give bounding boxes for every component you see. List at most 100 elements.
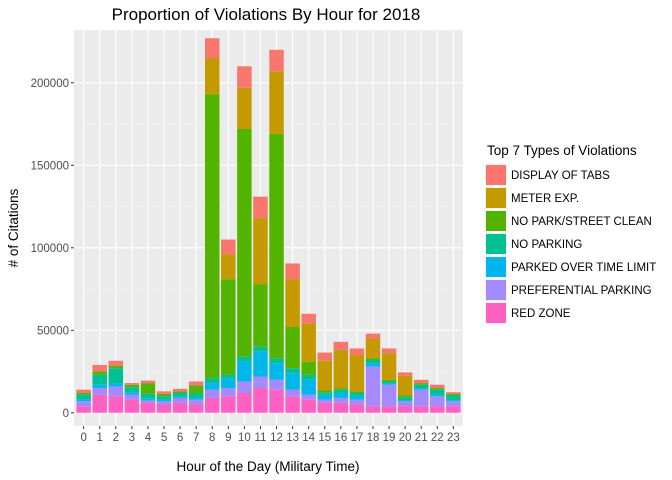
x-tick-label: 12: [270, 432, 283, 444]
bar-segment: [430, 394, 445, 397]
bar-segment: [237, 393, 252, 413]
x-tick-label: 11: [254, 432, 266, 444]
bar-segment: [156, 404, 172, 413]
bar-segment: [333, 350, 349, 389]
bar-segment: [205, 58, 220, 95]
bar-segment: [92, 364, 107, 372]
y-axis-title: # of Citations: [6, 188, 21, 267]
bar-segment: [221, 396, 236, 413]
bar-segment: [349, 404, 365, 413]
bar-segment: [205, 378, 220, 384]
bar-segment: [237, 129, 252, 357]
bar-segment: [446, 392, 461, 394]
legend-key: [486, 165, 506, 185]
legend-label: PARKED OVER TIME LIMIT: [511, 262, 656, 274]
x-tick-label: 5: [161, 432, 167, 444]
bar-segment: [205, 397, 220, 413]
x-tick-label: 16: [334, 432, 347, 444]
legend-label: PREFERENTIAL PARKING: [511, 285, 652, 297]
x-tick-label: 4: [145, 432, 152, 444]
x-axis-title: Hour of the Day (Military Time): [176, 459, 359, 474]
chart-title: Proportion of Violations By Hour for 201…: [112, 5, 421, 24]
bar-segment: [156, 396, 172, 400]
bar-segment: [333, 341, 349, 351]
x-tick-label: 1: [97, 432, 103, 444]
bar-segment: [124, 387, 140, 393]
bar-segment: [253, 218, 268, 285]
bar-segment: [349, 348, 365, 356]
bar-segment: [140, 383, 156, 394]
x-tick-label: 8: [209, 432, 215, 444]
x-tick-label: 9: [225, 432, 231, 444]
bar-segment: [76, 399, 91, 402]
bar-segment: [108, 383, 124, 387]
bar-segment: [301, 399, 316, 413]
bar-segment: [301, 379, 316, 395]
bar-segment: [221, 239, 236, 255]
legend-label: METER EXP.: [511, 193, 579, 205]
bar-segment: [413, 406, 429, 413]
bar-segment: [140, 400, 156, 403]
x-tick-label: 15: [318, 432, 331, 444]
bar-segment: [397, 401, 413, 407]
bar-segment: [430, 406, 445, 413]
x-tick-label: 6: [177, 432, 183, 444]
x-tick-label: 20: [399, 432, 412, 444]
bar-segment: [381, 381, 397, 384]
bar-segment: [397, 397, 413, 401]
bar-segment: [365, 363, 381, 367]
x-tick-label: 0: [80, 432, 86, 444]
legend-label: DISPLAY OF TABS: [511, 170, 610, 182]
x-tick-label: 23: [447, 432, 460, 444]
bar-segment: [397, 406, 413, 413]
bar-segment: [221, 374, 236, 379]
bar-segment: [430, 388, 445, 390]
bar-segment: [76, 394, 91, 400]
bar-segment: [365, 406, 381, 413]
bar-segment: [317, 352, 332, 361]
bar-segment: [221, 378, 236, 389]
x-axis: 0 1 2 3 4 5 6 7 8 9 10 11 12 13 14 15 16 17 18 19 20 21 22 23: [80, 426, 460, 444]
bar-segment: [269, 379, 284, 390]
bar-segment: [317, 360, 332, 391]
bar-segment: [237, 87, 252, 129]
bar-segment: [285, 327, 300, 369]
bar-segment: [156, 391, 172, 394]
bar-segment: [413, 389, 429, 407]
y-tick-label: 200000: [31, 78, 69, 90]
bar-segment: [333, 389, 349, 393]
bar-segment: [188, 385, 204, 393]
bar-segment: [446, 395, 461, 401]
y-tick-label: 150000: [31, 160, 69, 172]
bar-segment: [333, 397, 349, 403]
bar-segment: [381, 383, 397, 385]
bar-segment: [317, 394, 332, 400]
bar-segment: [285, 263, 300, 280]
x-tick-label: 13: [286, 432, 299, 444]
x-tick-label: 10: [238, 432, 251, 444]
bar-segment: [269, 358, 284, 364]
y-tick-label: 0: [63, 408, 69, 420]
bar-segment: [124, 399, 140, 413]
bar-segment: [108, 365, 124, 369]
bar-segment: [188, 381, 204, 386]
bar-segment: [430, 396, 445, 407]
bar-segment: [237, 66, 252, 88]
bar-segment: [349, 395, 365, 400]
legend-key: [486, 303, 506, 323]
bar-segment: [253, 284, 268, 347]
bar-segment: [92, 388, 107, 395]
x-tick-label: 18: [367, 432, 380, 444]
legend-key: [486, 280, 506, 300]
bar-segment: [92, 394, 107, 413]
bar-segment: [108, 368, 124, 384]
bar-segment: [253, 346, 268, 352]
bar-segment: [205, 383, 220, 390]
bar-segment: [381, 406, 397, 413]
y-tick-label: 100000: [31, 243, 69, 255]
bar-segment: [381, 384, 397, 407]
plot-panel: [74, 30, 463, 426]
bar-segment: [365, 358, 381, 360]
x-tick-label: 17: [351, 432, 364, 444]
bar-segment: [221, 388, 236, 397]
